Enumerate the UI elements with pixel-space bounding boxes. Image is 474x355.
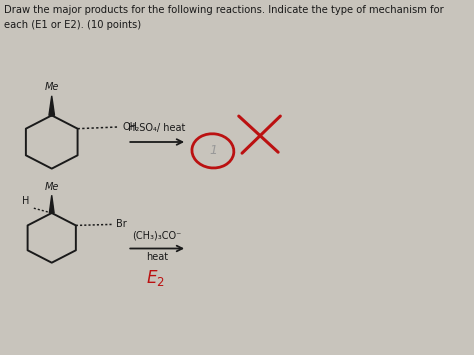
Polygon shape [49, 195, 54, 213]
Text: heat: heat [146, 252, 168, 262]
Text: $\mathit{E}_2$: $\mathit{E}_2$ [146, 268, 164, 288]
Text: Me: Me [45, 82, 59, 92]
Text: (CH₃)₃CO⁻: (CH₃)₃CO⁻ [133, 231, 182, 241]
Text: 1: 1 [209, 144, 217, 157]
Text: Draw the major products for the following reactions. Indicate the type of mechan: Draw the major products for the followin… [4, 5, 444, 15]
Text: Me: Me [45, 182, 59, 192]
Text: H₂SO₄/ heat: H₂SO₄/ heat [128, 123, 186, 133]
Polygon shape [49, 96, 55, 115]
Text: OH: OH [123, 122, 137, 132]
Text: each (E1 or E2). (10 points): each (E1 or E2). (10 points) [4, 20, 141, 29]
Text: Br: Br [117, 219, 127, 229]
Text: H: H [22, 196, 29, 206]
